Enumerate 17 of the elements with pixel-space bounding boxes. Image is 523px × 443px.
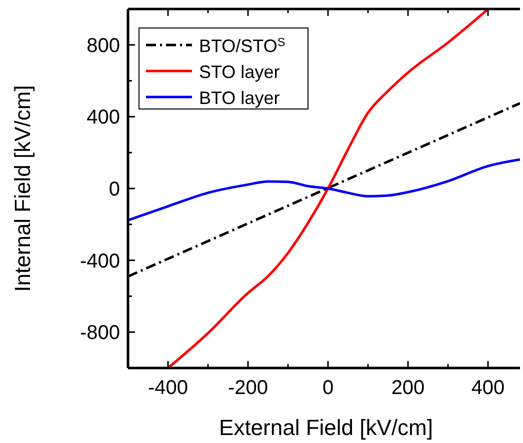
legend-label: BTO/STO$^{S}$ xyxy=(199,36,286,56)
x-tick-label: 0 xyxy=(322,377,334,399)
y-tick-label: 0 xyxy=(108,178,120,200)
y-tick-label: 400 xyxy=(86,106,120,129)
line-series xyxy=(166,9,490,368)
y-tick-label: 800 xyxy=(86,34,120,57)
x-tick-label: 400 xyxy=(471,377,505,399)
y-tick-label: -800 xyxy=(80,322,120,344)
y-axis-title: Internal Field [kV/cm] xyxy=(10,85,35,292)
x-tick-label: -200 xyxy=(228,377,268,399)
x-axis-title: External Field [kV/cm] xyxy=(219,415,433,440)
legend-label: STO layer xyxy=(199,62,280,82)
x-tick-label: -400 xyxy=(148,377,188,399)
y-tick-label: -400 xyxy=(80,250,120,272)
legend-label: BTO layer xyxy=(199,88,280,108)
x-tick-label: 200 xyxy=(391,377,425,399)
line-series xyxy=(128,158,520,222)
